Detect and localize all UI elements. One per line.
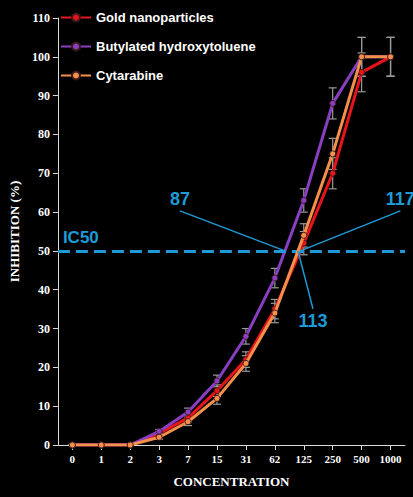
svg-text:10: 10 (38, 399, 50, 413)
svg-text:2: 2 (127, 453, 133, 465)
svg-text:Gold nanoparticles: Gold nanoparticles (96, 10, 214, 25)
svg-text:0: 0 (70, 453, 76, 465)
svg-text:INHIBITION (%): INHIBITION (%) (7, 181, 22, 283)
svg-text:Butylated hydroxytoluene: Butylated hydroxytoluene (96, 39, 256, 54)
svg-text:70: 70 (38, 166, 50, 180)
svg-text:87: 87 (170, 189, 190, 209)
svg-text:80: 80 (38, 127, 50, 141)
svg-text:100: 100 (32, 50, 50, 64)
svg-text:7: 7 (185, 453, 191, 465)
svg-text:125: 125 (296, 453, 313, 465)
svg-text:15: 15 (211, 453, 223, 465)
svg-text:60: 60 (38, 205, 50, 219)
svg-text:20: 20 (38, 360, 50, 374)
svg-text:31: 31 (240, 453, 251, 465)
svg-text:0: 0 (44, 438, 50, 452)
svg-text:90: 90 (38, 89, 50, 103)
svg-text:CONCENTRATION: CONCENTRATION (173, 474, 290, 489)
svg-text:40: 40 (38, 283, 50, 297)
svg-text:IC50: IC50 (63, 228, 99, 247)
svg-text:113: 113 (298, 311, 327, 331)
svg-text:110: 110 (33, 11, 50, 25)
svg-text:117: 117 (386, 189, 413, 209)
svg-text:250: 250 (324, 453, 341, 465)
svg-text:500: 500 (353, 453, 370, 465)
svg-text:50: 50 (38, 244, 50, 258)
svg-text:Cytarabine: Cytarabine (96, 68, 163, 83)
svg-text:1000: 1000 (380, 453, 403, 465)
svg-text:3: 3 (156, 453, 162, 465)
svg-text:62: 62 (269, 453, 281, 465)
svg-text:1: 1 (99, 453, 105, 465)
svg-text:30: 30 (38, 322, 50, 336)
